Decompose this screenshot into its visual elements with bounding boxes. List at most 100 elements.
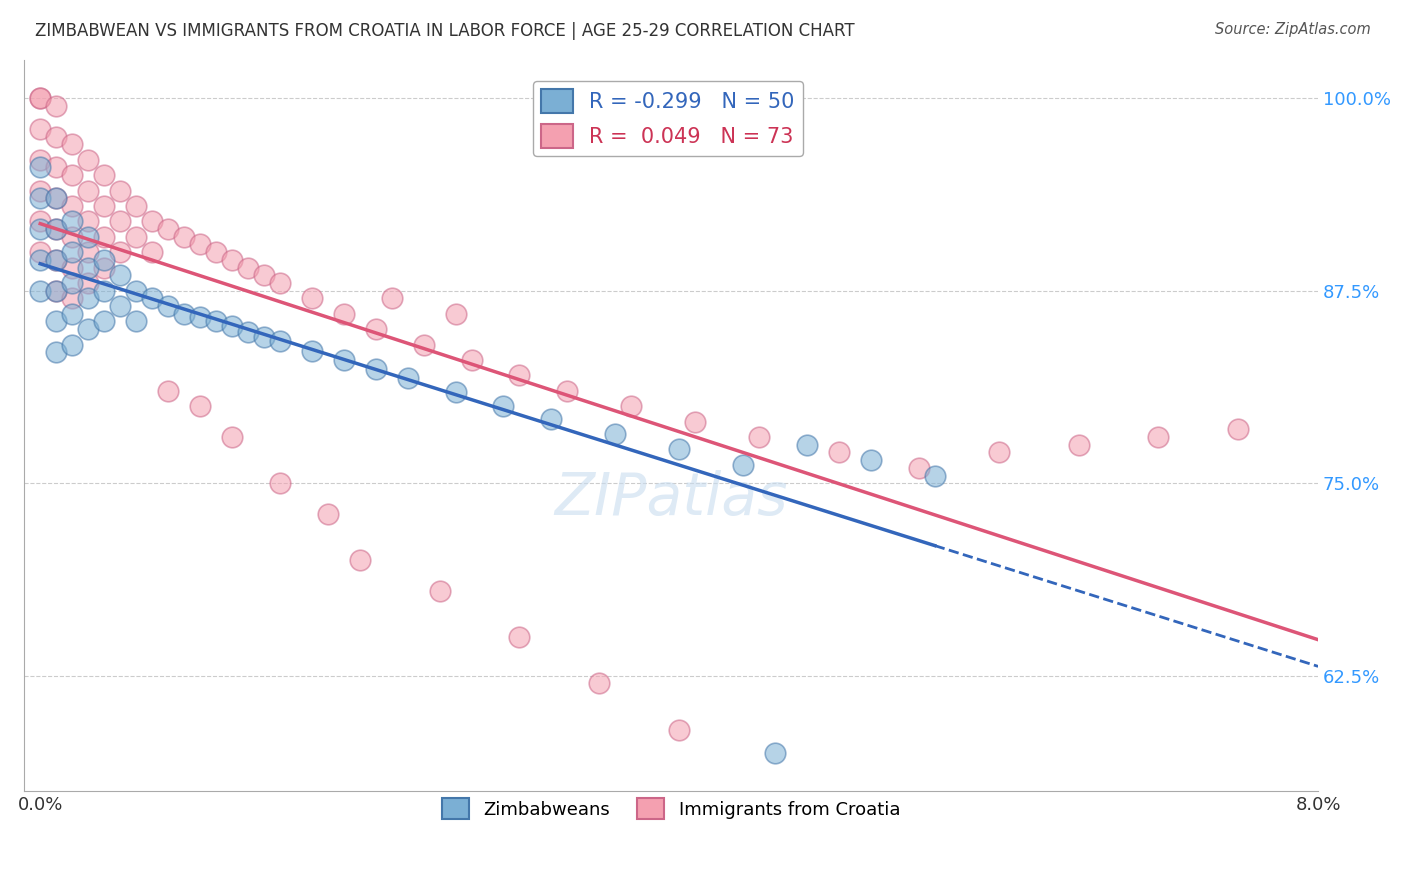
Legend: Zimbabweans, Immigrants from Croatia: Zimbabweans, Immigrants from Croatia xyxy=(434,791,908,826)
Point xyxy=(77,229,100,244)
Point xyxy=(60,229,83,244)
Point xyxy=(668,723,690,737)
Point xyxy=(620,399,643,413)
Point xyxy=(60,245,83,260)
Point xyxy=(269,334,291,349)
Point xyxy=(45,161,67,175)
Point xyxy=(108,268,131,283)
Point xyxy=(30,91,52,105)
Point xyxy=(30,184,52,198)
Point xyxy=(30,91,52,105)
Point xyxy=(45,191,67,205)
Point xyxy=(108,184,131,198)
Point xyxy=(93,199,115,213)
Point xyxy=(156,299,179,313)
Point xyxy=(683,415,706,429)
Point xyxy=(30,191,52,205)
Point xyxy=(381,291,404,305)
Point xyxy=(77,153,100,167)
Point xyxy=(125,284,148,298)
Point xyxy=(77,245,100,260)
Point xyxy=(731,458,754,472)
Point xyxy=(763,746,786,760)
Point xyxy=(205,314,228,328)
Text: Source: ZipAtlas.com: Source: ZipAtlas.com xyxy=(1215,22,1371,37)
Point xyxy=(93,229,115,244)
Point xyxy=(108,214,131,228)
Point xyxy=(30,222,52,236)
Point xyxy=(253,268,276,283)
Point xyxy=(77,260,100,275)
Point xyxy=(316,507,339,521)
Point xyxy=(60,307,83,321)
Point xyxy=(748,430,770,444)
Point xyxy=(605,426,627,441)
Point xyxy=(30,252,52,267)
Point xyxy=(93,252,115,267)
Point xyxy=(221,252,243,267)
Point xyxy=(668,442,690,457)
Point xyxy=(1147,430,1170,444)
Point xyxy=(30,122,52,136)
Point xyxy=(45,222,67,236)
Point xyxy=(60,137,83,152)
Point xyxy=(93,284,115,298)
Point xyxy=(253,330,276,344)
Point xyxy=(332,353,354,368)
Point xyxy=(77,291,100,305)
Point xyxy=(60,337,83,351)
Point xyxy=(1227,422,1250,436)
Point xyxy=(508,630,530,644)
Point xyxy=(188,237,211,252)
Point xyxy=(188,399,211,413)
Point xyxy=(45,191,67,205)
Point xyxy=(60,168,83,182)
Point xyxy=(907,460,929,475)
Point xyxy=(141,291,163,305)
Point xyxy=(125,199,148,213)
Point xyxy=(221,430,243,444)
Point xyxy=(412,337,434,351)
Point xyxy=(30,245,52,260)
Point xyxy=(859,453,882,467)
Point xyxy=(987,445,1010,459)
Point xyxy=(77,276,100,290)
Point xyxy=(45,314,67,328)
Point xyxy=(141,214,163,228)
Point xyxy=(173,307,195,321)
Point xyxy=(45,99,67,113)
Point xyxy=(508,368,530,383)
Point xyxy=(45,222,67,236)
Point xyxy=(444,385,467,400)
Point xyxy=(30,214,52,228)
Point xyxy=(125,229,148,244)
Point xyxy=(396,371,419,385)
Point xyxy=(236,325,259,339)
Point xyxy=(205,245,228,260)
Point xyxy=(429,584,451,599)
Point xyxy=(924,468,946,483)
Point xyxy=(60,276,83,290)
Point xyxy=(108,245,131,260)
Point xyxy=(60,260,83,275)
Point xyxy=(1067,438,1090,452)
Text: ZIPatlas: ZIPatlas xyxy=(554,470,787,527)
Point xyxy=(796,438,818,452)
Point xyxy=(156,222,179,236)
Point xyxy=(30,284,52,298)
Point xyxy=(60,291,83,305)
Point xyxy=(45,129,67,144)
Point xyxy=(45,345,67,359)
Point xyxy=(45,252,67,267)
Point xyxy=(540,411,562,425)
Point xyxy=(125,314,148,328)
Point xyxy=(221,319,243,334)
Point xyxy=(301,291,323,305)
Point xyxy=(77,184,100,198)
Point xyxy=(77,322,100,336)
Point xyxy=(60,199,83,213)
Point xyxy=(588,676,610,690)
Point xyxy=(364,322,387,336)
Point xyxy=(93,168,115,182)
Point xyxy=(60,214,83,228)
